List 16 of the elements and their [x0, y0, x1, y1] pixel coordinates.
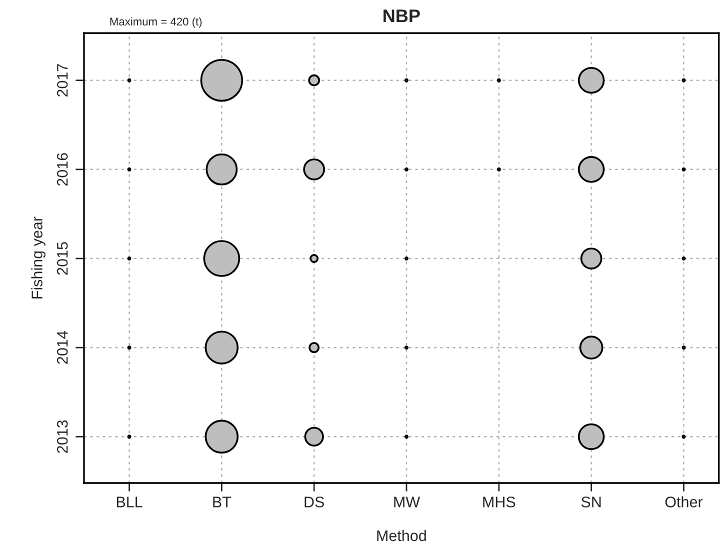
x-axis-title: Method [377, 530, 426, 542]
y-axis-title: Fishing year [31, 216, 46, 298]
chart-title: NBP [384, 10, 420, 22]
y-tick-label: 2017 [56, 64, 68, 97]
y-tick-label: 2015 [56, 242, 68, 275]
text: Maximum = 420 (t) [110, 17, 202, 28]
x-tick-label: MHS [483, 496, 516, 508]
y-tick-label: 2016 [56, 153, 68, 186]
x-tick-label: Other [665, 496, 703, 508]
y-tick-label: 2013 [56, 420, 68, 453]
x-tick-label: DS [304, 496, 324, 508]
x-tick-label: MW [394, 496, 420, 508]
x-tick-label: BLL [116, 496, 142, 508]
x-tick-label: BT [213, 496, 232, 508]
y-tick-label: 2014 [56, 331, 68, 364]
x-tick-label: SN [581, 496, 601, 508]
